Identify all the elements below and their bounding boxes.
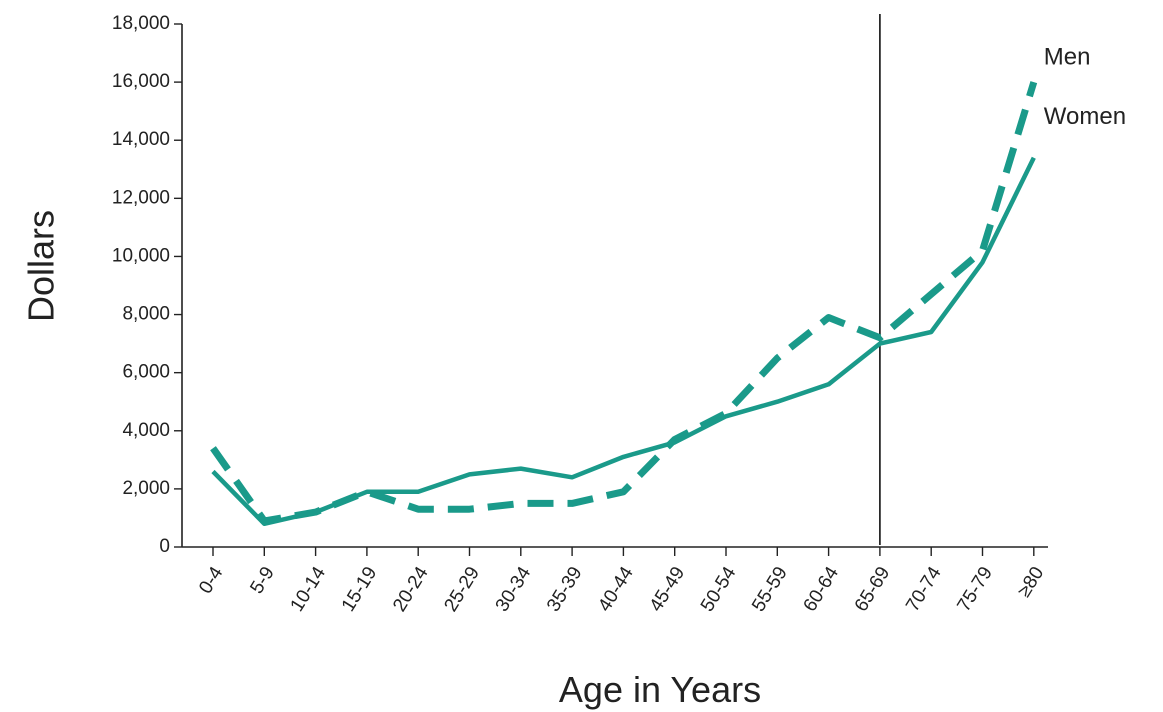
x-tick-label: ≥80	[1014, 563, 1049, 601]
series-label-men: Men	[1044, 43, 1091, 70]
x-tick-label: 20-24	[389, 563, 433, 616]
x-tick-label: 55-59	[748, 563, 792, 615]
series-label-women: Women	[1044, 103, 1126, 130]
x-tick-label: 0-4	[195, 563, 228, 598]
series-line-women	[211, 156, 1036, 527]
y-tick-label: 14,000	[112, 129, 170, 150]
y-tick-label: 16,000	[112, 71, 170, 92]
y-tick-label: 4,000	[122, 420, 170, 441]
x-tick-label: 40-44	[594, 563, 638, 616]
x-tick-label: 50-54	[697, 563, 741, 616]
series-labels-group: Men Women	[1044, 43, 1126, 130]
x-tick-label: 65-69	[851, 563, 895, 615]
y-tick-label: 6,000	[122, 362, 170, 383]
axes	[181, 24, 1048, 548]
y-tick-label: 12,000	[112, 187, 170, 208]
y-tick-label: 10,000	[112, 245, 170, 266]
x-tick-label: 30-34	[492, 563, 536, 616]
x-tick-label: 5-9	[246, 563, 278, 597]
y-axis-ticks: 0 2,000 4,000 6,000 8,000 10,000 12,000 14,000 1…	[112, 13, 182, 557]
x-tick-label: 10-14	[287, 563, 331, 616]
x-tick-label: 45-49	[646, 563, 690, 615]
y-tick-label: 18,000	[112, 13, 170, 34]
x-tick-label: 35-39	[543, 563, 587, 615]
y-axis-title: Dollars	[21, 210, 62, 322]
y-tick-label: 2,000	[122, 478, 170, 499]
x-tick-label: 70-74	[902, 563, 946, 616]
x-tick-label: 15-19	[338, 563, 382, 615]
x-tick-label: 75-79	[953, 563, 997, 615]
x-axis-title: Age in Years	[559, 669, 761, 710]
series-group	[210, 81, 1038, 527]
x-tick-label: 25-29	[440, 563, 484, 615]
x-tick-label: 60-64	[800, 563, 844, 616]
y-tick-label: 0	[159, 536, 170, 557]
y-tick-label: 8,000	[122, 304, 170, 325]
x-axis-ticks: 0-4 5-9 10-14 15-19 20-24 25-29 30-34 35-39 40-4…	[195, 547, 1048, 616]
